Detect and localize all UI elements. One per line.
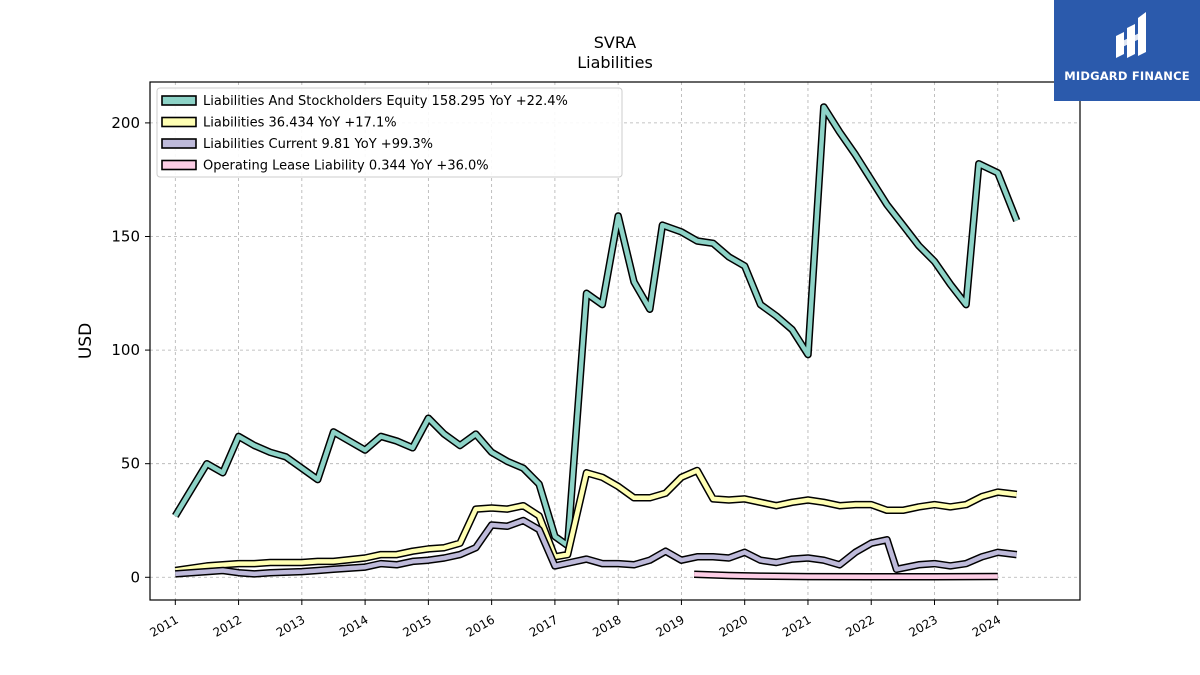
brand-logo: MIDGARD FINANCE xyxy=(1054,0,1200,101)
x-tick-label: 2016 xyxy=(464,612,497,639)
legend: Liabilities And Stockholders Equity 158.… xyxy=(156,87,623,178)
x-tick-label: 2015 xyxy=(400,612,433,639)
x-tick-label: 2022 xyxy=(843,612,876,639)
legend-swatch xyxy=(161,138,197,149)
chart-title: SVRA xyxy=(594,33,637,52)
x-tick-label: 2012 xyxy=(211,612,244,639)
series-line xyxy=(694,572,998,579)
y-axis-label: USD xyxy=(76,323,96,359)
legend-swatch xyxy=(161,116,197,128)
y-tick-label: 100 xyxy=(111,341,140,359)
y-tick-label: 0 xyxy=(130,568,140,586)
legend-swatch xyxy=(161,95,197,106)
series-line xyxy=(173,104,1019,548)
legend-entry: Liabilities 36.434 YoY +17.1% xyxy=(203,116,397,131)
x-tick-label: 2024 xyxy=(970,612,1003,639)
legend-entry: Operating Lease Liability 0.344 YoY +36.… xyxy=(203,159,489,174)
y-tick-label: 50 xyxy=(121,455,140,473)
series-line xyxy=(174,468,1017,573)
y-tick-label: 150 xyxy=(111,227,140,245)
y-tick-label: 200 xyxy=(111,114,140,132)
x-tick-label: 2011 xyxy=(147,612,180,639)
x-tick-label: 2021 xyxy=(780,612,813,639)
x-tick-label: 2023 xyxy=(907,612,940,639)
x-tick-label: 2018 xyxy=(590,612,623,639)
legend-swatch xyxy=(161,159,197,171)
logo-text: MIDGARD FINANCE xyxy=(1064,69,1190,83)
x-tick-label: 2014 xyxy=(337,612,370,639)
x-tick-label: 2020 xyxy=(717,612,750,639)
logo-mark-icon xyxy=(1116,12,1146,58)
series-line xyxy=(175,518,1017,577)
x-tick-label: 2017 xyxy=(527,612,560,639)
legend-entry: Liabilities And Stockholders Equity 158.… xyxy=(203,94,568,109)
x-tick-label: 2019 xyxy=(653,612,686,639)
series-layer xyxy=(172,103,1021,581)
chart-subtitle: Liabilities xyxy=(577,53,653,72)
legend-box xyxy=(156,87,623,178)
x-tick-label: 2013 xyxy=(274,612,307,639)
legend-entry: Liabilities Current 9.81 YoY +99.3% xyxy=(203,137,433,152)
plot-frame xyxy=(149,81,1081,601)
